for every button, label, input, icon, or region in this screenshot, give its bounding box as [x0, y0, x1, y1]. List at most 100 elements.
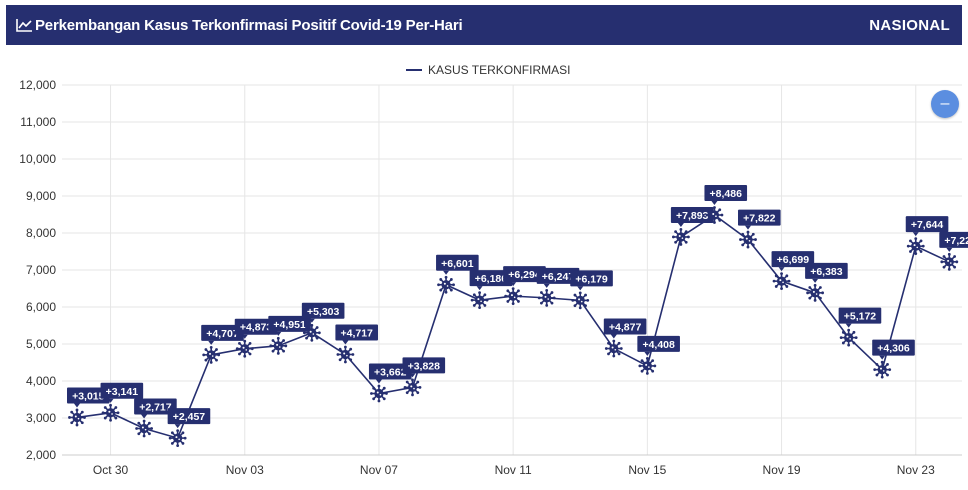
virus-marker[interactable]	[604, 339, 623, 358]
virus-marker[interactable]	[739, 230, 757, 249]
virus-marker[interactable]	[302, 323, 321, 342]
virus-marker[interactable]	[839, 328, 858, 347]
virus-marker[interactable]	[571, 291, 590, 310]
svg-text:+6,247: +6,247	[542, 271, 575, 283]
virus-marker[interactable]	[940, 252, 959, 271]
virus-marker[interactable]	[638, 357, 657, 375]
y-tick-label: 11,000	[20, 115, 56, 129]
virus-marker[interactable]	[336, 345, 355, 364]
x-tick-label: Nov 15	[628, 463, 666, 477]
virus-marker[interactable]	[168, 429, 187, 447]
data-label: +2,457	[167, 408, 211, 429]
svg-text:+7,893: +7,893	[676, 210, 709, 222]
y-tick-label: 10,000	[19, 152, 56, 166]
svg-text:+6,294: +6,294	[508, 269, 541, 281]
svg-text:+4,707: +4,707	[206, 328, 239, 340]
svg-text:+4,951: +4,951	[273, 319, 306, 331]
y-tick-label: 5,000	[26, 337, 56, 351]
data-label: +8,486	[704, 185, 748, 206]
data-label: +6,294	[503, 266, 546, 287]
line-chart-icon	[16, 19, 32, 32]
virus-marker[interactable]	[202, 345, 221, 364]
virus-marker[interactable]	[68, 408, 86, 427]
virus-marker[interactable]	[135, 419, 154, 438]
x-tick-label: Nov 03	[226, 463, 264, 477]
data-label: +6,247	[536, 267, 580, 288]
chart-title: Perkembangan Kasus Terkonfirmasi Positif…	[35, 16, 463, 34]
data-label: +5,172	[838, 307, 882, 328]
svg-text:+5,172: +5,172	[844, 311, 877, 323]
virus-marker[interactable]	[437, 275, 455, 294]
x-tick-label: Oct 30	[93, 463, 129, 477]
data-label: +5,303	[301, 302, 345, 323]
region-label: NASIONAL	[869, 16, 950, 34]
virus-marker[interactable]	[235, 339, 254, 358]
y-tick-label: 6,000	[26, 300, 56, 314]
data-label: +4,408	[637, 335, 680, 356]
svg-text:+6,699: +6,699	[777, 254, 810, 266]
svg-text:+3,662: +3,662	[374, 367, 407, 379]
svg-text:+3,141: +3,141	[106, 386, 139, 398]
virus-marker[interactable]	[705, 206, 724, 224]
zoom-out-button[interactable]: –	[931, 90, 959, 118]
data-label: +4,877	[603, 318, 647, 339]
data-label: +6,186	[469, 270, 513, 291]
data-label: +6,601	[436, 254, 479, 275]
minus-icon: –	[940, 95, 950, 112]
virus-marker[interactable]	[403, 378, 422, 397]
virus-marker[interactable]	[370, 384, 388, 403]
data-label: +7,893	[670, 206, 714, 227]
y-tick-label: 12,000	[19, 78, 56, 92]
svg-text:+4,408: +4,408	[642, 339, 675, 351]
svg-text:+6,601: +6,601	[441, 258, 474, 270]
data-label: +3,662	[368, 363, 412, 384]
svg-text:+2,457: +2,457	[173, 411, 206, 423]
virus-marker[interactable]	[470, 291, 489, 310]
virus-marker[interactable]	[906, 237, 925, 256]
data-label: +6,699	[771, 251, 815, 272]
svg-text:+3,015: +3,015	[72, 390, 105, 402]
data-label: +4,951	[268, 315, 311, 336]
data-label: +4,707	[201, 324, 244, 345]
legend[interactable]: KASUS TERKONFIRMASI	[406, 63, 570, 77]
svg-text:+6,179: +6,179	[575, 273, 608, 285]
virus-marker[interactable]	[806, 283, 824, 302]
svg-text:+7,822: +7,822	[743, 213, 776, 225]
y-tick-label: 2,000	[26, 448, 56, 462]
data-label: +7,822	[738, 209, 781, 230]
data-label: +7,644	[905, 216, 949, 237]
y-tick-label: 3,000	[26, 411, 56, 425]
data-label: +6,383	[805, 262, 848, 283]
x-tick-label: Nov 07	[360, 463, 398, 477]
y-tick-label: 4,000	[26, 374, 56, 388]
data-label: +3,141	[100, 382, 144, 403]
virus-marker[interactable]	[537, 288, 556, 307]
svg-text:+5,303: +5,303	[307, 306, 340, 318]
virus-marker[interactable]	[873, 360, 892, 379]
svg-text:+4,306: +4,306	[877, 343, 910, 355]
svg-text:+8,486: +8,486	[710, 188, 743, 200]
x-tick-label: Nov 19	[763, 463, 801, 477]
x-tick-label: Nov 23	[897, 463, 935, 477]
x-tick-label: Nov 11	[495, 463, 532, 477]
data-label: +3,828	[402, 357, 446, 378]
svg-text:+4,717: +4,717	[340, 327, 373, 339]
svg-text:+7,221: +7,221	[944, 235, 968, 247]
svg-text:+4,877: +4,877	[609, 322, 642, 334]
series-layer: +3,015 +3,141+2,717+2,457 +4,707+4,873 +4,9…	[67, 185, 968, 447]
svg-text:+2,717: +2,717	[139, 401, 172, 413]
y-tick-label: 9,000	[26, 189, 56, 203]
virus-marker[interactable]	[101, 403, 120, 422]
title-wrap: Perkembangan Kasus Terkonfirmasi Positif…	[16, 16, 463, 34]
data-label: +4,873	[234, 318, 278, 339]
virus-marker[interactable]	[504, 287, 523, 306]
data-label: +4,717	[335, 324, 378, 345]
virus-marker[interactable]	[672, 228, 690, 246]
virus-marker[interactable]	[269, 336, 288, 355]
data-label: +2,717	[134, 398, 177, 419]
y-tick-label: 7,000	[26, 263, 56, 277]
data-label: +6,179	[570, 270, 613, 291]
virus-marker[interactable]	[772, 272, 791, 291]
data-label: +7,221	[939, 231, 968, 252]
